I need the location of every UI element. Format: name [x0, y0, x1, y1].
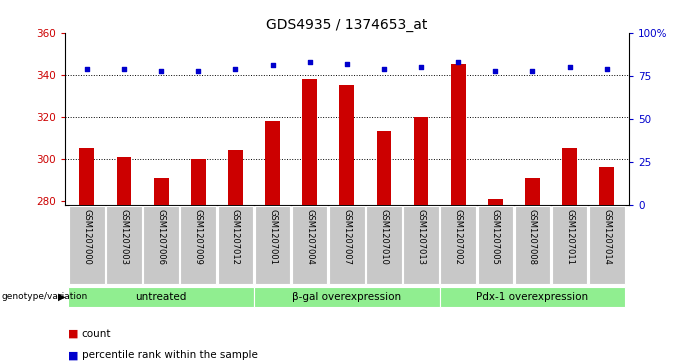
Bar — [413, 117, 428, 205]
Bar — [562, 148, 577, 205]
Point — [601, 66, 612, 72]
Text: ▶: ▶ — [58, 292, 65, 302]
Bar — [68, 287, 254, 307]
Bar — [106, 206, 142, 284]
Point — [230, 66, 241, 72]
Text: genotype/variation: genotype/variation — [1, 293, 88, 301]
Text: GSM1207008: GSM1207008 — [528, 208, 537, 265]
Bar — [366, 206, 402, 284]
Bar — [292, 206, 328, 284]
Point — [490, 68, 500, 74]
Text: GSM1207005: GSM1207005 — [491, 208, 500, 264]
Bar — [477, 206, 513, 284]
Bar — [218, 206, 253, 284]
Point — [379, 66, 390, 72]
Bar — [589, 206, 624, 284]
Bar — [302, 79, 317, 205]
Bar — [143, 206, 179, 284]
Text: percentile rank within the sample: percentile rank within the sample — [82, 350, 258, 360]
Point — [267, 62, 278, 68]
Text: GSM1207003: GSM1207003 — [120, 208, 129, 265]
Point — [156, 68, 167, 74]
Bar — [254, 287, 440, 307]
Text: GSM1207010: GSM1207010 — [379, 208, 388, 264]
Text: GSM1207011: GSM1207011 — [565, 208, 574, 264]
Bar — [441, 206, 476, 284]
Bar — [329, 206, 364, 284]
Bar — [377, 131, 392, 205]
Bar — [488, 199, 503, 205]
Text: GSM1207002: GSM1207002 — [454, 208, 462, 264]
Text: ■: ■ — [68, 329, 78, 339]
Title: GDS4935 / 1374653_at: GDS4935 / 1374653_at — [266, 18, 428, 32]
Text: GSM1207006: GSM1207006 — [156, 208, 166, 265]
Bar — [228, 150, 243, 205]
Point — [341, 61, 352, 67]
Text: GSM1207014: GSM1207014 — [602, 208, 611, 264]
Text: count: count — [82, 329, 111, 339]
Bar — [265, 121, 280, 205]
Text: GSM1207013: GSM1207013 — [417, 208, 426, 265]
Bar — [551, 206, 588, 284]
Bar — [599, 167, 614, 205]
Bar — [191, 159, 205, 205]
Point — [193, 68, 204, 74]
Bar — [180, 206, 216, 284]
Bar — [80, 148, 95, 205]
Text: GSM1207001: GSM1207001 — [268, 208, 277, 264]
Text: β-gal overexpression: β-gal overexpression — [292, 292, 401, 302]
Bar — [525, 178, 540, 205]
Bar — [116, 157, 131, 205]
Bar — [255, 206, 290, 284]
Point — [118, 66, 129, 72]
Point — [453, 59, 464, 65]
Bar — [403, 206, 439, 284]
Point — [564, 64, 575, 70]
Bar — [451, 64, 466, 205]
Text: untreated: untreated — [135, 292, 187, 302]
Bar — [515, 206, 550, 284]
Text: GSM1207007: GSM1207007 — [342, 208, 352, 265]
Point — [527, 68, 538, 74]
Text: GSM1207012: GSM1207012 — [231, 208, 240, 264]
Bar — [440, 287, 626, 307]
Point — [304, 59, 315, 65]
Bar — [339, 85, 354, 205]
Text: GSM1207004: GSM1207004 — [305, 208, 314, 264]
Point — [82, 66, 92, 72]
Bar — [69, 206, 105, 284]
Text: GSM1207000: GSM1207000 — [82, 208, 91, 264]
Text: GSM1207009: GSM1207009 — [194, 208, 203, 264]
Text: ■: ■ — [68, 350, 78, 360]
Text: Pdx-1 overexpression: Pdx-1 overexpression — [477, 292, 588, 302]
Point — [415, 64, 426, 70]
Bar — [154, 178, 169, 205]
